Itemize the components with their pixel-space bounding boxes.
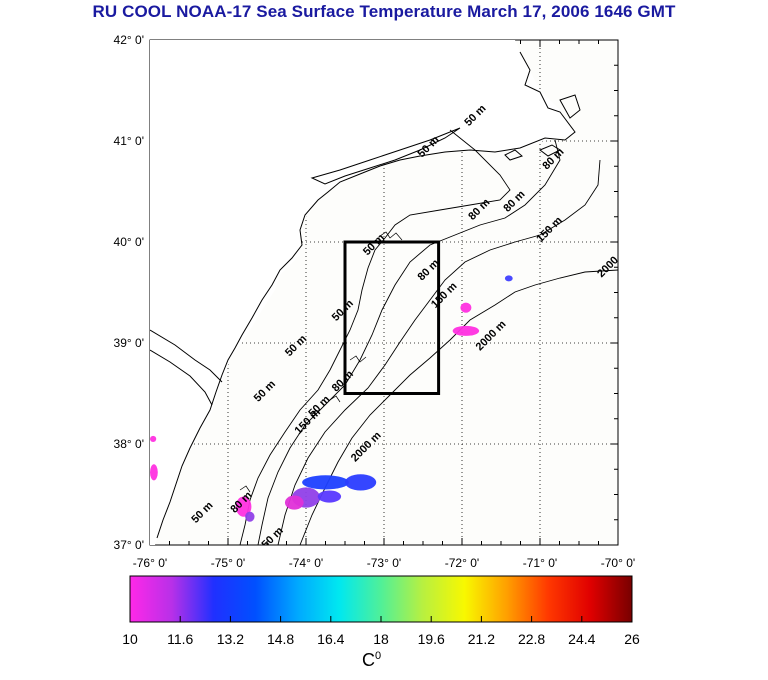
isobath-50m [239,129,511,545]
sst-patch [245,511,255,522]
land-mass [150,40,575,545]
sst-patch [504,275,513,282]
latitude-tick-labels: 42° 0' 41° 0' 40° 0' 39° 0' 38° 0' 37° 0' [114,33,144,552]
sst-patch [317,490,342,503]
sst-patch [302,475,349,490]
sst-patch [460,302,472,313]
colorbar: 10 11.6 13.2 14.8 16.4 18 19.6 21.2 22.8 24.4 26 [122,575,640,647]
lon-tick-label: -74° 0' [289,556,323,570]
cape-cod-islands [504,94,581,161]
lat-tick-label: 39° 0' [114,336,144,350]
lon-tick-label: -73° 0' [367,556,401,570]
map-title: RU COOL NOAA-17 Sea Surface Temperature … [92,2,676,21]
lat-tick-label: 40° 0' [114,235,144,249]
sst-data-layer [150,275,513,522]
lat-tick-label: 42° 0' [114,33,144,47]
sst-patch [150,435,157,442]
lat-tick-label: 37° 0' [114,538,144,552]
colorbar-ramp [129,575,633,623]
colorbar-unit-label: C0 [362,650,381,671]
lon-tick-label: -72° 0' [445,556,479,570]
sst-patch [345,474,377,491]
colorbar-tick-label: 10 [122,631,138,647]
colorbar-tick-label: 11.6 [167,631,193,647]
colorbar-tick-label: 26 [624,631,640,647]
lon-tick-label: -71° 0' [523,556,557,570]
shelf-edge-wiggles [239,231,403,493]
long-island [310,127,461,185]
sst-patch [284,495,304,510]
isobath-150m [277,159,601,545]
isobath-2000m [299,269,618,545]
colorbar-tick-labels: 10 11.6 13.2 14.8 16.4 18 19.6 21.2 22.8 24.4 26 [122,616,640,647]
colorbar-tick-label: 16.4 [317,631,344,647]
sst-patch [150,464,158,481]
colorbar-tick-label: 24.4 [568,631,595,647]
lat-tick-label: 41° 0' [114,134,144,148]
colorbar-tick-label: 22.8 [518,631,545,647]
colorbar-tick-label: 21.2 [468,631,495,647]
unit-letter: C [362,650,375,670]
coastline [156,51,576,539]
lon-tick-label: -76° 0' [133,556,167,570]
isobath-80m [257,139,561,545]
unit-superscript: 0 [375,650,382,662]
colorbar-tick-label: 14.8 [267,631,294,647]
colorbar-tick-label: 18 [373,631,389,647]
lon-tick-label: -70° 0' [601,556,635,570]
longitude-tick-labels: -76° 0' -75° 0' -74° 0' -73° 0' -72° 0' -71° … [133,556,635,570]
lon-tick-label: -75° 0' [211,556,245,570]
lat-tick-label: 38° 0' [114,437,144,451]
sst-patch [235,496,252,517]
colorbar-tick-label: 19.6 [418,631,445,647]
delaware-bay [150,329,223,406]
study-area-box [343,240,441,395]
colorbar-tick-label: 13.2 [217,631,244,647]
sst-patch [452,325,480,336]
